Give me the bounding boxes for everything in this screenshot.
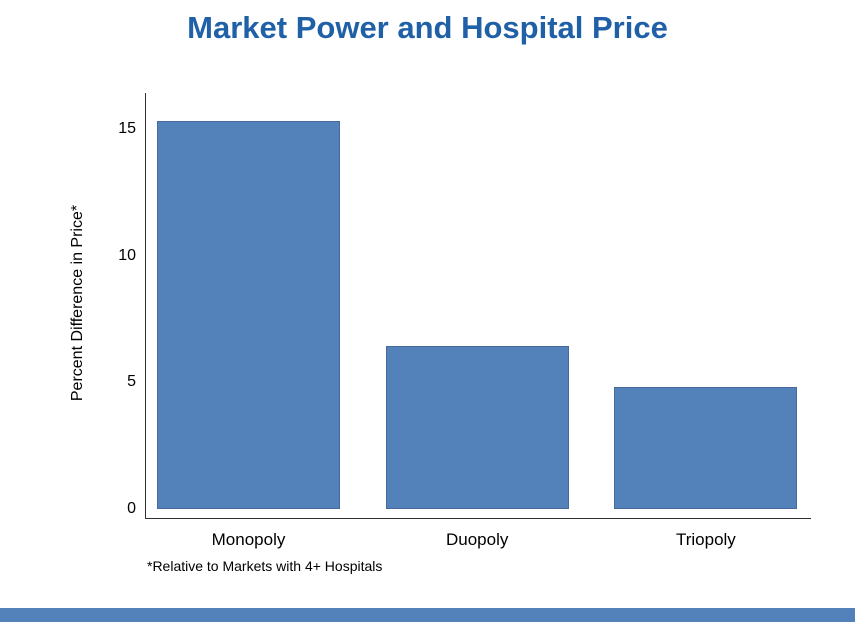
y-tick-label: 10 — [118, 246, 136, 264]
x-axis-line — [145, 518, 811, 519]
y-tick-label: 0 — [127, 500, 136, 518]
chart-title: Market Power and Hospital Price — [187, 10, 668, 45]
y-axis-line — [145, 93, 146, 519]
y-tick-label: 15 — [118, 119, 136, 137]
x-tick-label-triopoly: Triopoly — [675, 530, 736, 549]
y-tick-label: 5 — [127, 373, 136, 391]
y-axis-label: Percent Difference in Price* — [69, 204, 86, 402]
chart-footnote: *Relative to Markets with 4+ Hospitals — [147, 558, 383, 574]
bar-duopoly — [385, 346, 569, 509]
bar-monopoly — [157, 120, 340, 509]
footer-accent-bar — [0, 608, 855, 622]
x-tick-label-duopoly: Duopoly — [446, 530, 509, 549]
x-tick-label-monopoly: Monopoly — [211, 530, 286, 549]
bar-triopoly — [614, 387, 798, 509]
